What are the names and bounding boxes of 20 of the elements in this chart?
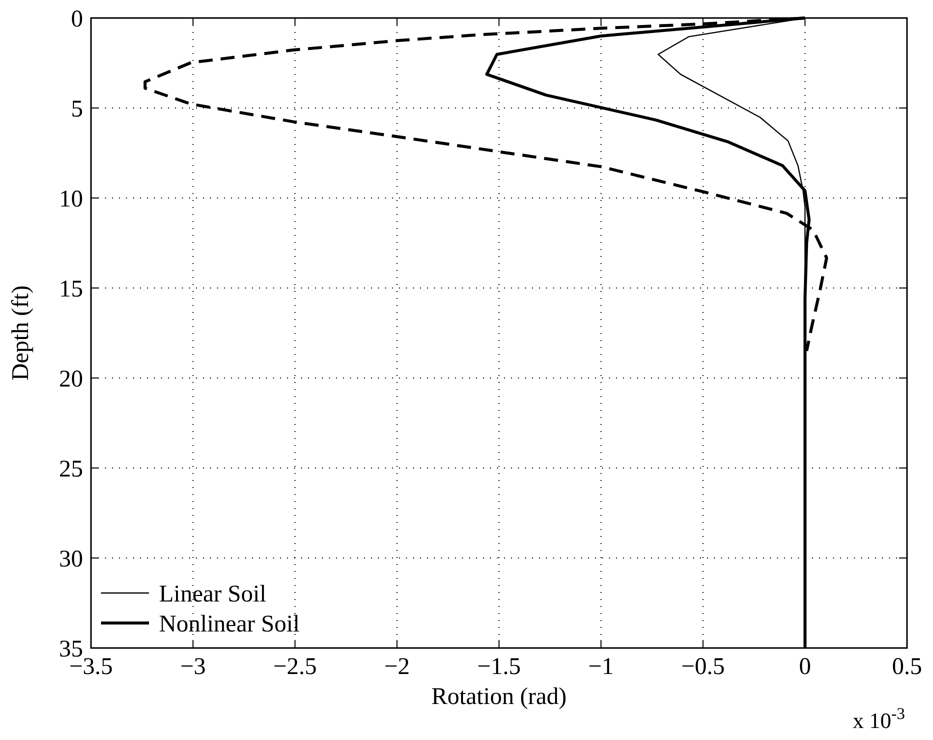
y-tick-label: 20 [59, 366, 83, 392]
x-tick-label: −2.5 [273, 654, 317, 680]
y-tick-label: 0 [71, 6, 83, 32]
y-tick-label: 15 [59, 276, 83, 302]
y-tick-label: 10 [59, 186, 83, 212]
x-tick-label: −2 [384, 654, 410, 680]
x-tick-label: −3 [180, 654, 206, 680]
x-tick-label: −0.5 [681, 654, 725, 680]
text: x 10$^{-3}$ [852, 704, 905, 733]
x-tick-label: 0 [799, 654, 811, 680]
y-axis-title: Depth (ft) [8, 285, 34, 381]
x-tick-label: −1 [588, 654, 614, 680]
x-tick-label: −1.5 [477, 654, 521, 680]
x-tick-label: 0.5 [892, 654, 922, 680]
y-tick-label: 25 [59, 456, 83, 482]
x-axis-title: Rotation (rad) [431, 684, 567, 710]
y-tick-label: 5 [71, 96, 83, 122]
legend-label: Linear Soil [159, 581, 267, 608]
y-tick-label: 30 [59, 546, 83, 572]
legend-label: Nonlinear Soil [159, 611, 300, 638]
